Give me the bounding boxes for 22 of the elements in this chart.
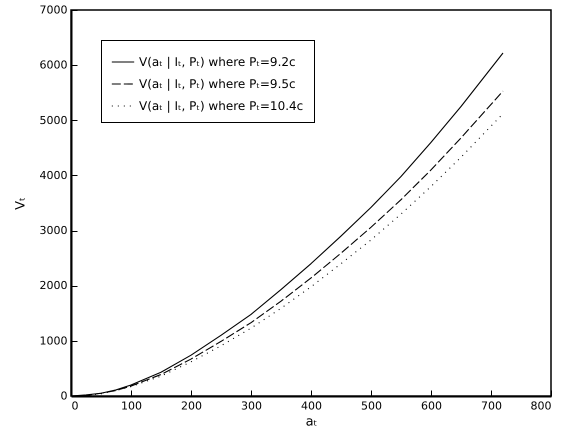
x-tick-label: 800 <box>530 400 552 412</box>
y-tick-label: 3000 <box>40 224 68 238</box>
x-tick-label: 300 <box>241 400 262 412</box>
x-tick-label: 500 <box>361 400 382 412</box>
x-tick-label: 100 <box>121 400 142 412</box>
y-tick-label: 6000 <box>40 58 68 72</box>
y-tick-label: 5000 <box>40 114 68 127</box>
y-tick-label: 4000 <box>40 168 68 182</box>
y-tick-label: 7000 <box>40 4 68 16</box>
legend-label: V(aₜ | Iₜ, Pₜ) where Pₜ=9.2c <box>139 55 296 69</box>
y-tick-label: 0 <box>60 390 68 402</box>
x-tick-label: 700 <box>481 400 502 412</box>
y-tick-label: 2000 <box>40 279 68 292</box>
x-tick-label: 0 <box>72 400 78 412</box>
legend-label: V(aₜ | Iₜ, Pₜ) where Pₜ=9.5c <box>139 77 296 91</box>
y-axis-title: Vₜ <box>14 196 29 210</box>
x-tick-label: 400 <box>301 400 322 412</box>
y-tick-label: 1000 <box>40 334 68 348</box>
x-axis-title: aₜ <box>306 414 318 430</box>
x-tick-label: 200 <box>181 400 202 412</box>
legend-label: V(aₜ | Iₜ, Pₜ) where Pₜ=10.4c <box>139 99 304 113</box>
x-tick-label: 600 <box>421 400 442 412</box>
